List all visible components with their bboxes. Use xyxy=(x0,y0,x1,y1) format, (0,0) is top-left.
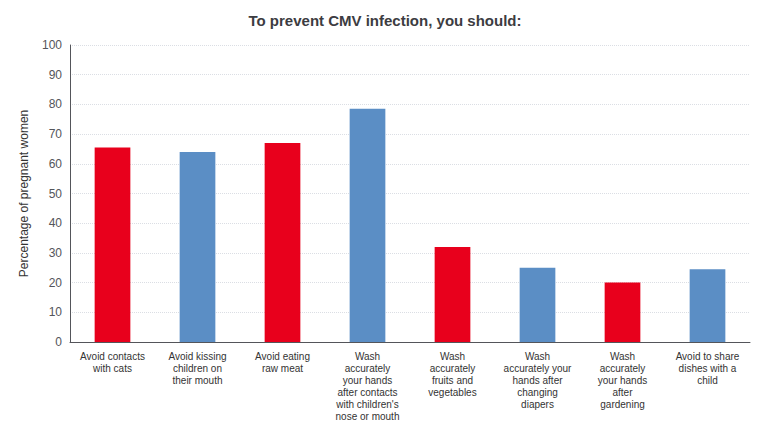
svg-text:your hands: your hands xyxy=(598,375,647,386)
svg-text:raw meat: raw meat xyxy=(262,363,303,374)
svg-text:accurately: accurately xyxy=(345,363,391,374)
svg-text:70: 70 xyxy=(49,127,63,141)
svg-text:Avoid contacts: Avoid contacts xyxy=(80,351,145,362)
svg-text:changing: changing xyxy=(517,387,558,398)
svg-text:30: 30 xyxy=(49,246,63,260)
svg-text:vegetables: vegetables xyxy=(428,387,476,398)
svg-text:accurately your: accurately your xyxy=(504,363,572,374)
svg-text:child: child xyxy=(697,375,718,386)
svg-text:Avoid eating: Avoid eating xyxy=(255,351,310,362)
svg-text:after contacts: after contacts xyxy=(337,387,397,398)
svg-text:90: 90 xyxy=(49,68,63,82)
svg-text:diapers: diapers xyxy=(521,399,554,410)
svg-text:10: 10 xyxy=(49,305,63,319)
svg-text:Wash: Wash xyxy=(525,351,550,362)
svg-text:children on: children on xyxy=(173,363,222,374)
svg-text:40: 40 xyxy=(49,216,63,230)
svg-text:dishes with a: dishes with a xyxy=(679,363,737,374)
svg-text:Wash: Wash xyxy=(610,351,635,362)
svg-text:100: 100 xyxy=(42,38,62,52)
svg-text:Percentage of pregnant women: Percentage of pregnant women xyxy=(17,110,31,277)
svg-text:with cats: with cats xyxy=(92,363,132,374)
svg-text:Wash: Wash xyxy=(355,351,380,362)
svg-text:Avoid to share: Avoid to share xyxy=(676,351,740,362)
svg-text:after: after xyxy=(612,387,633,398)
svg-text:20: 20 xyxy=(49,276,63,290)
svg-text:nose or mouth: nose or mouth xyxy=(336,411,400,422)
svg-text:hands after: hands after xyxy=(512,375,563,386)
svg-text:with children's: with children's xyxy=(335,399,399,410)
svg-text:60: 60 xyxy=(49,157,63,171)
svg-text:fruits and: fruits and xyxy=(432,375,473,386)
svg-text:accurately: accurately xyxy=(430,363,476,374)
svg-text:0: 0 xyxy=(55,335,62,349)
svg-text:50: 50 xyxy=(49,187,63,201)
svg-text:their mouth: their mouth xyxy=(172,375,222,386)
svg-text:80: 80 xyxy=(49,97,63,111)
svg-text:accurately: accurately xyxy=(600,363,646,374)
svg-text:Wash: Wash xyxy=(440,351,465,362)
svg-text:gardening: gardening xyxy=(600,399,644,410)
svg-text:your hands: your hands xyxy=(343,375,392,386)
svg-text:To prevent CMV infection, you: To prevent CMV infection, you should: xyxy=(248,12,521,29)
svg-text:Avoid kissing: Avoid kissing xyxy=(168,351,226,362)
